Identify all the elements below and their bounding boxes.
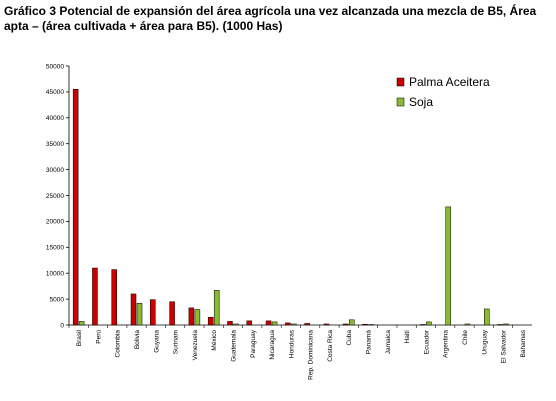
bar-palma bbox=[342, 323, 349, 326]
x-category-label: Uruguay bbox=[481, 329, 488, 354]
bar-soja bbox=[271, 321, 278, 326]
bar-soja bbox=[136, 302, 143, 326]
bar-soja bbox=[291, 323, 297, 326]
bar-soja bbox=[213, 290, 220, 326]
bar-palma bbox=[246, 320, 253, 326]
x-category-label: Haití bbox=[404, 330, 411, 344]
y-tick-label: 25000 bbox=[46, 193, 64, 200]
bar-palma bbox=[207, 316, 214, 326]
bar-soja bbox=[348, 319, 355, 326]
bar-palma bbox=[265, 320, 272, 326]
bar-soja bbox=[503, 323, 509, 326]
bar-palma bbox=[323, 323, 330, 326]
y-tick-label: 5000 bbox=[50, 296, 65, 303]
y-tick-label: 15000 bbox=[46, 245, 64, 252]
chart-title: Gráfico 3 Potencial de expansión del áre… bbox=[4, 4, 537, 33]
y-tick-label: 20000 bbox=[46, 219, 64, 226]
x-category-label: Bahamas bbox=[520, 329, 527, 357]
x-category-label: Ecuador bbox=[423, 329, 430, 354]
legend-label-soja: Soja bbox=[409, 95, 433, 109]
x-category-label: Paraguay bbox=[250, 329, 257, 358]
bar-palma bbox=[420, 324, 426, 326]
y-tick-label: 40000 bbox=[46, 115, 64, 122]
bar-palma bbox=[169, 301, 175, 326]
x-category-label: Bolivia bbox=[134, 330, 141, 350]
x-category-label: Brasil bbox=[76, 329, 83, 346]
bars bbox=[72, 89, 509, 326]
bar-palma bbox=[362, 323, 368, 326]
bar-soja bbox=[368, 324, 374, 326]
labels: 0 5000 10000 15000 20000 25000 30000 35000 40000… bbox=[46, 63, 527, 380]
x-category-label: Chile bbox=[462, 330, 469, 345]
legend-label-palma: Palma Aceitera bbox=[409, 75, 490, 89]
bar-soja bbox=[233, 323, 239, 326]
x-category-label: Nicaragua bbox=[269, 330, 276, 360]
x-category-label: Venezuela bbox=[192, 330, 199, 361]
y-tick-label: 45000 bbox=[46, 89, 64, 96]
bar-palma bbox=[188, 307, 195, 326]
bar-palma bbox=[227, 321, 233, 326]
bar-palma bbox=[150, 299, 156, 326]
bar-soja bbox=[426, 321, 432, 326]
legend-swatch-palma bbox=[396, 77, 405, 87]
x-category-label: Argentina bbox=[443, 330, 450, 358]
x-category-label: Surinam bbox=[173, 330, 180, 354]
x-category-label: México bbox=[211, 330, 218, 351]
y-tick-label: 10000 bbox=[46, 271, 64, 278]
bar-soja bbox=[484, 308, 490, 326]
bar-palma bbox=[285, 322, 291, 326]
y-tick-label: 50000 bbox=[46, 63, 64, 70]
bar-palma bbox=[72, 89, 79, 326]
x-category-label: Panamá bbox=[366, 330, 373, 355]
bar-palma bbox=[130, 293, 137, 326]
bar-palma bbox=[497, 324, 503, 326]
axes bbox=[66, 65, 532, 328]
legend-swatch-soja bbox=[396, 97, 405, 107]
x-category-label: Guatemala bbox=[230, 330, 237, 362]
bar-soja bbox=[464, 323, 471, 326]
x-category-label: Colombia bbox=[115, 330, 122, 358]
y-tick-label: 0 bbox=[60, 322, 64, 329]
x-category-label: Rep. Dominicana bbox=[308, 330, 315, 380]
x-category-label: Cuba bbox=[346, 330, 353, 346]
x-category-label: Jamaica bbox=[385, 330, 392, 355]
x-category-label: Costa Rica bbox=[327, 330, 334, 362]
bar-soja bbox=[194, 309, 201, 326]
x-category-label: Guyana bbox=[153, 330, 160, 353]
y-tick-label: 35000 bbox=[46, 141, 64, 148]
x-category-label: Perú bbox=[95, 330, 102, 344]
bar-palma bbox=[111, 269, 117, 326]
bar-palma bbox=[304, 323, 310, 326]
x-category-label: El Salvador bbox=[501, 329, 508, 363]
bar-soja bbox=[445, 206, 451, 326]
y-tick-label: 30000 bbox=[46, 167, 64, 174]
legend: Palma Aceitera Soja bbox=[396, 75, 490, 109]
bar-palma bbox=[92, 267, 98, 326]
x-category-label: Honduras bbox=[288, 329, 295, 358]
bar-soja bbox=[78, 321, 85, 326]
